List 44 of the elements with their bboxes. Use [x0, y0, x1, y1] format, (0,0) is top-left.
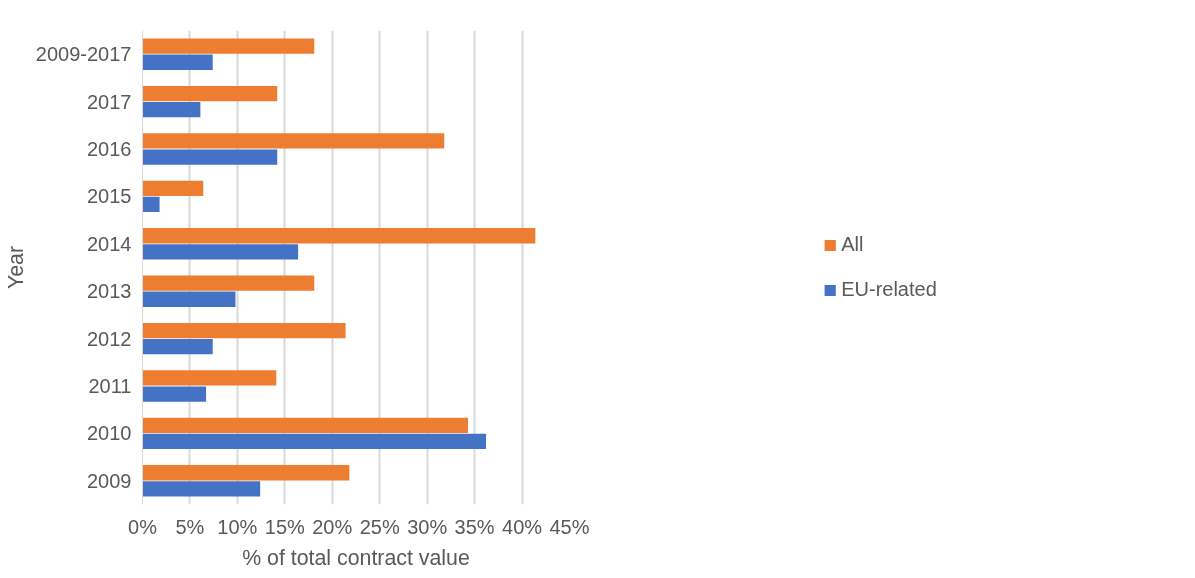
x-tick-label: 25%	[359, 515, 400, 538]
bar	[142, 149, 278, 165]
legend-label: EU-related	[841, 278, 937, 301]
y-axis-title: Year	[3, 245, 28, 290]
x-tick-label: 20%	[312, 515, 353, 538]
y-tick-label: 2010	[87, 422, 132, 445]
x-axis-title: % of total contract value	[242, 545, 470, 570]
bar	[142, 291, 236, 307]
bar	[142, 339, 213, 355]
bar	[142, 133, 445, 149]
bar	[142, 244, 299, 260]
bar	[142, 196, 160, 213]
bar	[142, 386, 207, 402]
x-tick-label: 45%	[549, 515, 590, 538]
y-tick-label: 2009-2017	[35, 43, 132, 66]
bar	[142, 322, 346, 339]
x-tick-label: 10%	[217, 515, 258, 538]
bar	[142, 85, 278, 102]
y-tick-label: 2015	[87, 185, 132, 208]
bar	[142, 370, 277, 386]
bar	[142, 275, 315, 291]
legend-label: All	[841, 233, 864, 256]
x-tick-label: 5%	[175, 515, 205, 538]
bar	[142, 433, 486, 450]
x-tick-label: 15%	[264, 515, 306, 538]
bar	[142, 54, 213, 70]
y-tick-label: 2012	[87, 327, 132, 350]
x-tick-label: 40%	[502, 515, 543, 538]
x-tick-label: 35%	[454, 515, 495, 538]
y-tick-label: 2017	[87, 90, 132, 113]
bar	[142, 38, 315, 54]
x-tick-label: 30%	[407, 515, 448, 538]
bar	[142, 228, 536, 244]
y-tick-label: 2013	[87, 280, 132, 303]
x-tick-label: 0%	[128, 515, 158, 538]
y-tick-label: 2011	[88, 375, 132, 397]
bar	[142, 465, 350, 481]
y-tick-label: 2014	[87, 232, 132, 255]
bar	[142, 481, 261, 497]
bar	[142, 417, 468, 433]
bar	[142, 180, 204, 196]
y-tick-label: 2009	[87, 469, 132, 492]
bar	[142, 102, 201, 118]
y-tick-label: 2016	[87, 138, 132, 160]
